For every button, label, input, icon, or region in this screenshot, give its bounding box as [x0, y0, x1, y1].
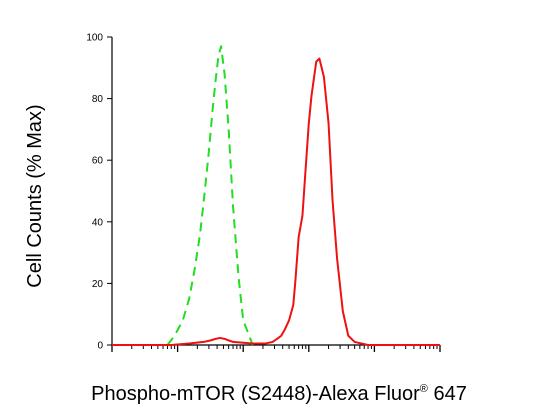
y-tick-label: 0 [97, 341, 103, 352]
axes: 0 20 40 60 80 100 [86, 33, 441, 352]
series-line-1 [166, 45, 254, 346]
y-tick-label: 80 [92, 94, 104, 105]
y-tick-label: 100 [86, 33, 103, 44]
registered-mark: ® [420, 383, 428, 395]
series-layer [112, 45, 440, 346]
y-tick-label: 60 [92, 156, 104, 167]
x-axis-title-tail: 647 [428, 383, 467, 405]
x-axis-title: Phospho-mTOR (S2448)-Alexa Fluor® 647 [91, 383, 467, 405]
y-axis-title: Cell Counts (% Max) [24, 104, 46, 287]
x-axis-title-main: Phospho-mTOR (S2448)-Alexa Fluor [91, 383, 420, 405]
y-tick-label: 40 [92, 217, 104, 228]
y-tick-label: 20 [92, 279, 104, 290]
series-line-2 [112, 57, 440, 346]
